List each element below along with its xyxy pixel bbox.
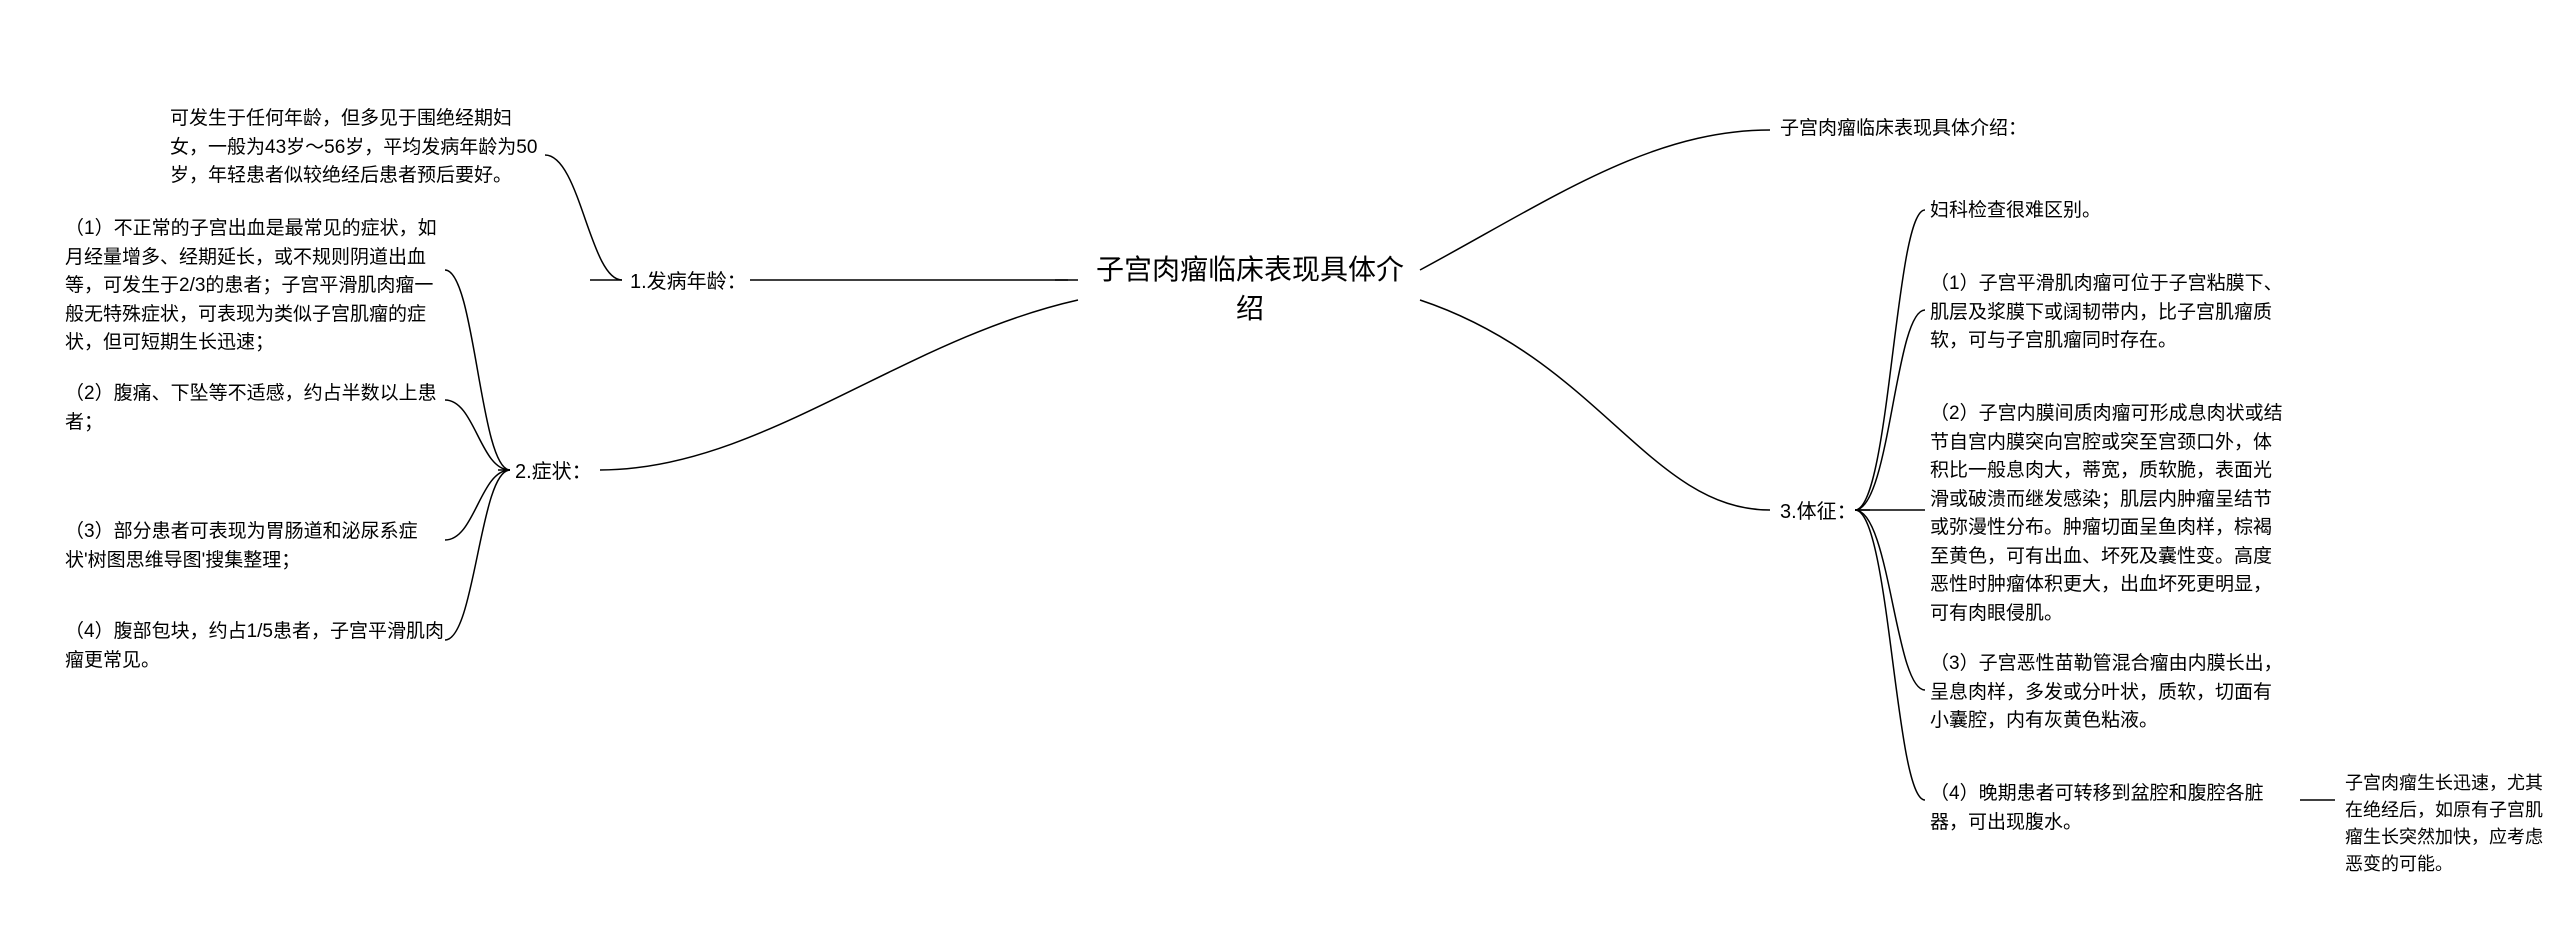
leaf-sign-2: （2）子宫内膜间质肉瘤可形成息肉状或结节自宫内膜突向宫腔或突至宫颈口外，体积比一… bbox=[1930, 400, 2290, 628]
leaf-symptom-3: （3）部分患者可表现为胃肠道和泌尿系症状'树图思维导图'搜集整理； bbox=[65, 518, 445, 575]
center-line2: 绍 bbox=[1085, 289, 1415, 328]
leaf-sign-4-extra: 子宫肉瘤生长迅速，尤其在绝经后，如原有子宫肌瘤生长突然加快，应考虑恶变的可能。 bbox=[2345, 770, 2545, 878]
leaf-sign-0: 妇科检查很难区别。 bbox=[1930, 197, 2290, 226]
leaf-age-desc: 可发生于任何年龄，但多见于围绝经期妇女，一般为43岁～56岁，平均发病年龄为50… bbox=[170, 105, 545, 191]
leaf-symptom-1: （1）不正常的子宫出血是最常见的症状，如月经量增多、经期延长，或不规则阴道出血等… bbox=[65, 215, 445, 358]
leaf-symptom-4: （4）腹部包块，约占1/5患者，子宫平滑肌肉瘤更常见。 bbox=[65, 618, 445, 675]
leaf-sign-3: （3）子宫恶性苗勒管混合瘤由内膜长出，呈息肉样，多发或分叶状，质软，切面有小囊腔… bbox=[1930, 650, 2290, 736]
branch-age-label: 1.发病年龄： bbox=[630, 267, 747, 297]
leaf-symptom-2: （2）腹痛、下坠等不适感，约占半数以上患者； bbox=[65, 380, 445, 437]
center-topic: 子宫肉瘤临床表现具体介 绍 bbox=[1085, 250, 1415, 328]
branch-symptom-label: 2.症状： bbox=[515, 457, 592, 487]
leaf-sign-4: （4）晚期患者可转移到盆腔和腹腔各脏器，可出现腹水。 bbox=[1930, 780, 2290, 837]
branch-sign-label: 3.体征： bbox=[1780, 497, 1857, 527]
leaf-intro: 子宫肉瘤临床表现具体介绍： bbox=[1780, 115, 2180, 144]
leaf-sign-1: （1）子宫平滑肌肉瘤可位于子宫粘膜下、肌层及浆膜下或阔韧带内，比子宫肌瘤质软，可… bbox=[1930, 270, 2290, 356]
center-line1: 子宫肉瘤临床表现具体介 bbox=[1085, 250, 1415, 289]
